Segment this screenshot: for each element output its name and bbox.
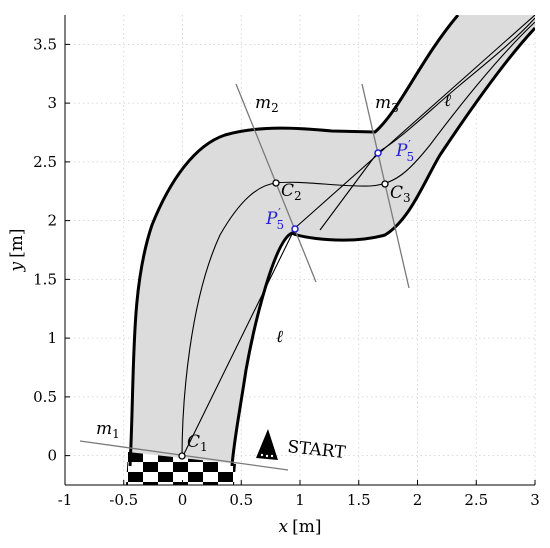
label-start: START bbox=[286, 437, 347, 463]
x-tick-label: 2 bbox=[413, 491, 423, 509]
y-tick-label: 0.5 bbox=[33, 388, 57, 406]
y-axis-label: y[m] bbox=[7, 229, 27, 273]
track-inner-border bbox=[230, 26, 535, 467]
ell-line-upper bbox=[294, 15, 535, 229]
x-ticks: -1 -0.5 0 0.5 1 1.5 2 2.5 3 bbox=[58, 480, 540, 509]
label-m1: m1 bbox=[96, 419, 120, 441]
y-tick-label: 1.5 bbox=[33, 270, 57, 288]
start-dot-1 bbox=[260, 453, 264, 457]
point-c1 bbox=[178, 452, 186, 460]
y-tick-label: 1 bbox=[47, 329, 57, 347]
point-c3 bbox=[381, 180, 389, 188]
ell-line-lower bbox=[181, 227, 296, 459]
y-tick-label: 2.5 bbox=[33, 153, 57, 171]
center-path bbox=[181, 21, 535, 459]
start-arrow-icon bbox=[256, 429, 278, 460]
label-ell-upper: ℓ bbox=[444, 91, 451, 111]
x-tick-label: -1 bbox=[58, 491, 73, 509]
y-tick-label: 0 bbox=[47, 447, 57, 465]
x-tick-label: 1.5 bbox=[347, 491, 371, 509]
y-tick-label: 3 bbox=[47, 94, 57, 112]
start-checker bbox=[126, 452, 236, 485]
point-p5-lower bbox=[291, 225, 299, 233]
point-c2 bbox=[272, 179, 280, 187]
label-m3: m3 bbox=[375, 93, 399, 115]
point-p5-upper bbox=[374, 149, 382, 157]
ell-line-cross bbox=[319, 151, 379, 231]
y-tick-label: 3.5 bbox=[33, 35, 57, 53]
label-c1: C1 bbox=[187, 432, 208, 454]
start-dot-2 bbox=[265, 454, 269, 458]
x-tick-label: 3 bbox=[530, 491, 540, 509]
label-p5-upper: P5′ bbox=[395, 138, 414, 164]
racing-line-upper bbox=[377, 17, 535, 153]
label-c2: C2 bbox=[281, 181, 302, 203]
track-surface bbox=[130, 15, 535, 466]
x-tick-label: 2.5 bbox=[464, 491, 488, 509]
start-dot-3 bbox=[270, 454, 274, 458]
x-tick-label: -0.5 bbox=[109, 491, 138, 509]
y-ticks: 0 0.5 1 1.5 2 2.5 3 3.5 bbox=[33, 35, 70, 465]
label-c3: C3 bbox=[390, 183, 411, 205]
x-axis-label: x [m] bbox=[279, 517, 322, 537]
label-ell-lower: ℓ bbox=[276, 327, 283, 347]
track-outer-border bbox=[128, 15, 460, 467]
y-tick-label: 2 bbox=[47, 212, 57, 230]
x-tick-label: 0 bbox=[178, 491, 188, 509]
x-tick-label: 1 bbox=[295, 491, 305, 509]
label-m2: m2 bbox=[255, 93, 279, 115]
x-tick-label: 0.5 bbox=[229, 491, 253, 509]
label-p5-lower: P5′ bbox=[265, 206, 284, 232]
